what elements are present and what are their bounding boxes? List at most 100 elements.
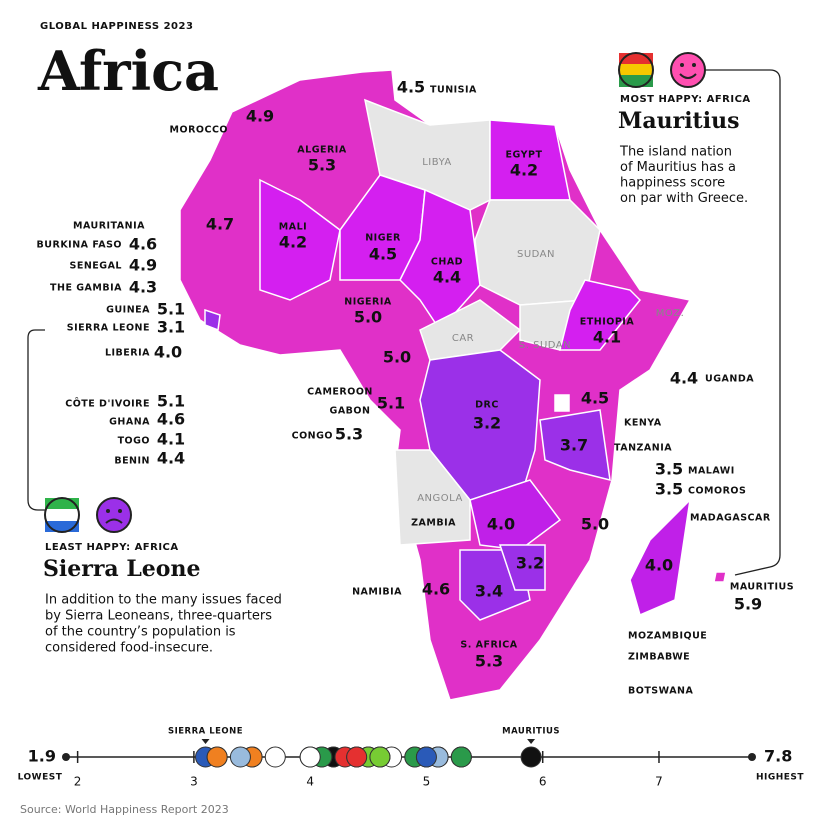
scale-marker <box>369 746 391 768</box>
country-score: 3.5 <box>655 460 683 479</box>
country-name: ZAMBIA <box>411 518 456 529</box>
least-heading: LEAST HAPPY: AFRICA <box>45 542 179 553</box>
scale-tick-label: 6 <box>539 775 547 789</box>
country-name: CONGO <box>292 431 333 442</box>
country-score: 4.0 <box>645 556 673 575</box>
country-score: 4.1 <box>157 430 185 449</box>
map <box>179 69 727 701</box>
country-score: 5.3 <box>308 156 336 175</box>
scale-tick-label: 5 <box>423 775 431 789</box>
country-name: ETHIOPIA <box>580 317 635 328</box>
country-score: 4.5 <box>397 78 425 97</box>
country-name: ZIMBABWE <box>628 652 690 663</box>
country-name: CHAD <box>431 257 463 268</box>
country-score: 5.1 <box>157 392 185 411</box>
country-name: S. AFRICA <box>460 640 517 651</box>
scale-marker <box>264 746 286 768</box>
country-score: 4.2 <box>279 233 307 252</box>
country-name: KENYA <box>624 418 662 429</box>
country-name: LIBERIA <box>105 348 150 359</box>
country-name: TOGO <box>118 436 150 447</box>
scale-min-text: LOWEST <box>18 773 63 783</box>
brackets <box>27 69 781 576</box>
country-name: NIGERIA <box>344 297 392 308</box>
scale-marker <box>206 746 228 768</box>
scale-highlight: SIERRA LEONE <box>168 727 243 737</box>
country-score: 4.6 <box>157 410 185 429</box>
least-text: of the country’s population is <box>45 625 236 640</box>
country-name: MOROCCO <box>170 125 228 136</box>
country-name: EGYPT <box>506 150 543 161</box>
scale-max-text: HIGHEST <box>756 773 804 783</box>
country-name: MALAWI <box>688 466 735 477</box>
country-score: 3.2 <box>473 414 501 433</box>
country-score: 4.9 <box>129 256 157 275</box>
country-name: ALGERIA <box>297 145 347 156</box>
least-text: considered food-insecure. <box>45 641 213 656</box>
country-name: CAMEROON <box>307 387 373 398</box>
country-score: 4.0 <box>487 515 515 534</box>
country-score: 4.4 <box>433 268 461 287</box>
country-score: 3.5 <box>655 480 683 499</box>
grey-label: ANGOLA <box>417 493 463 504</box>
country-name: NAMIBIA <box>352 587 402 598</box>
country-name: TUNISIA <box>430 85 477 96</box>
most-text: The island nation <box>619 145 732 160</box>
country-score: 4.7 <box>206 215 234 234</box>
country-score: 3.4 <box>475 582 503 601</box>
country-score: 3.1 <box>157 318 185 337</box>
grey-label: SUDAN <box>517 249 555 260</box>
country-score: 4.1 <box>593 328 621 347</box>
scale-marker <box>346 746 368 768</box>
country-name: THE GAMBIA <box>50 283 122 294</box>
country-score: 4.6 <box>422 580 450 599</box>
scale-marker <box>520 746 542 768</box>
scale-marker <box>450 746 472 768</box>
country-name: GUINEA <box>106 305 150 316</box>
country-name: BOTSWANA <box>628 686 693 697</box>
least-country: Sierra Leone <box>43 556 200 582</box>
country-score: 5.0 <box>581 515 609 534</box>
most-text: on par with Greece. <box>620 191 748 206</box>
grey-label: CAR <box>452 333 474 344</box>
country-score: 3.2 <box>516 554 544 573</box>
scale-marker <box>229 746 251 768</box>
emoji-happy <box>618 52 706 88</box>
scale-highlight: MAURITIUS <box>502 727 560 737</box>
title: Africa <box>37 39 219 103</box>
country-score: 4.6 <box>129 235 157 254</box>
most-text: of Mauritius has a <box>620 160 736 175</box>
country-name: MALI <box>279 222 307 233</box>
most-text: happiness score <box>620 176 725 191</box>
scale-tick-label: 4 <box>306 775 314 789</box>
least-text: by Sierra Leoneans, three-quarters <box>45 609 272 624</box>
country-score: 4.4 <box>670 369 698 388</box>
country-name: MAURITANIA <box>73 221 145 232</box>
country-score: 4.2 <box>510 161 538 180</box>
country-name: BENIN <box>114 456 150 467</box>
scale-end <box>748 753 756 761</box>
country-name: MAURITIUS <box>730 582 794 593</box>
country-name: TANZANIA <box>614 443 672 454</box>
most-country: Mauritius <box>618 108 739 134</box>
highlight-arrow <box>527 739 536 744</box>
scale-marker <box>299 746 321 768</box>
country-score: 4.5 <box>369 245 397 264</box>
country-score: 5.3 <box>475 652 503 671</box>
grey-label: LIBYA <box>422 157 452 168</box>
country-name: UGANDA <box>705 374 754 385</box>
emoji-sad <box>44 497 132 533</box>
country-score: 5.1 <box>377 394 405 413</box>
grey-label: MOZ. <box>656 308 685 319</box>
scale-end <box>62 753 70 761</box>
scale-max: 7.8 <box>764 747 792 766</box>
grey-label: S. SUDAN <box>519 340 571 351</box>
highlight-arrow <box>201 739 210 744</box>
scale-tick-label: 7 <box>655 775 663 789</box>
country-name: SIERRA LEONE <box>67 323 150 334</box>
most-heading: MOST HAPPY: AFRICA <box>620 94 751 105</box>
country-score: 5.0 <box>383 348 411 367</box>
least-text: In addition to the many issues faced <box>45 593 282 608</box>
country-score: 4.3 <box>129 278 157 297</box>
country-name: MOZAMBIQUE <box>628 631 707 642</box>
